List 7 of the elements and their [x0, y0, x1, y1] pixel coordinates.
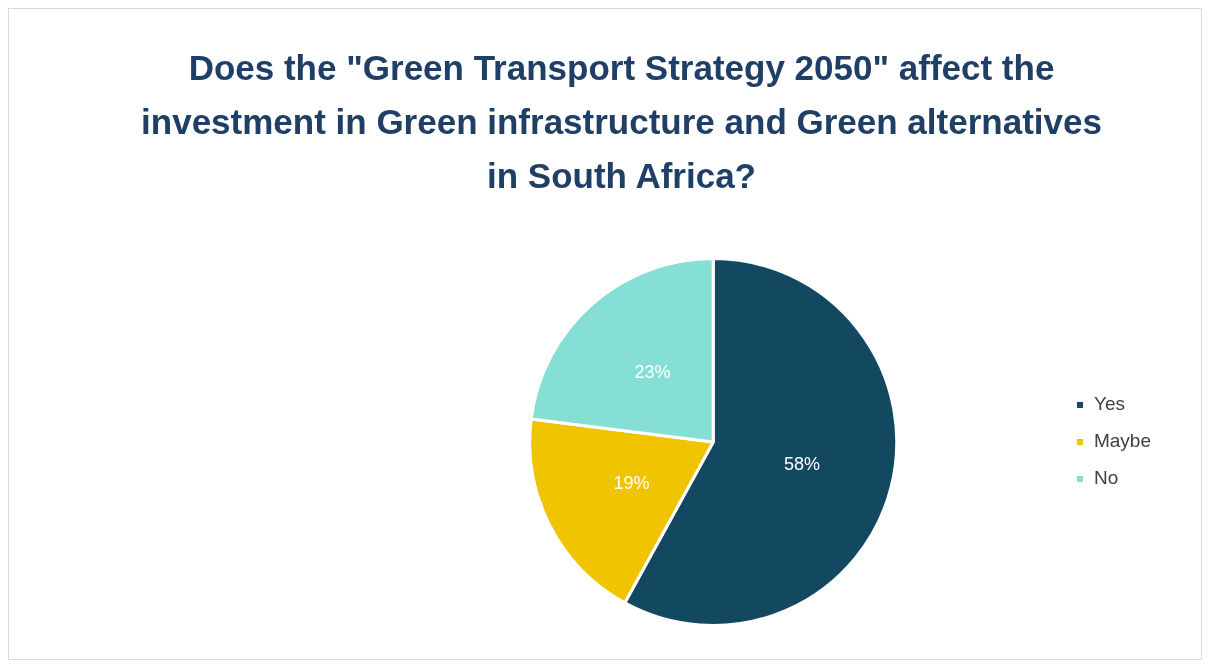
data-label: 58%: [784, 453, 821, 474]
legend-label: Maybe: [1093, 430, 1151, 452]
chart-title: Does the "Green Transport Strategy 2050" affect the investment in Green infrastructure and Green alternatives in South Africa?: [140, 47, 1103, 197]
legend-label: No: [1093, 467, 1119, 489]
legend-label: Yes: [1093, 393, 1125, 415]
data-label: 19%: [613, 472, 650, 493]
data-label: 23%: [634, 362, 671, 383]
